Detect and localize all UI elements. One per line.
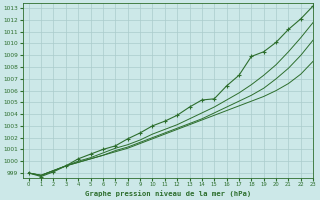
X-axis label: Graphe pression niveau de la mer (hPa): Graphe pression niveau de la mer (hPa) (85, 190, 251, 197)
